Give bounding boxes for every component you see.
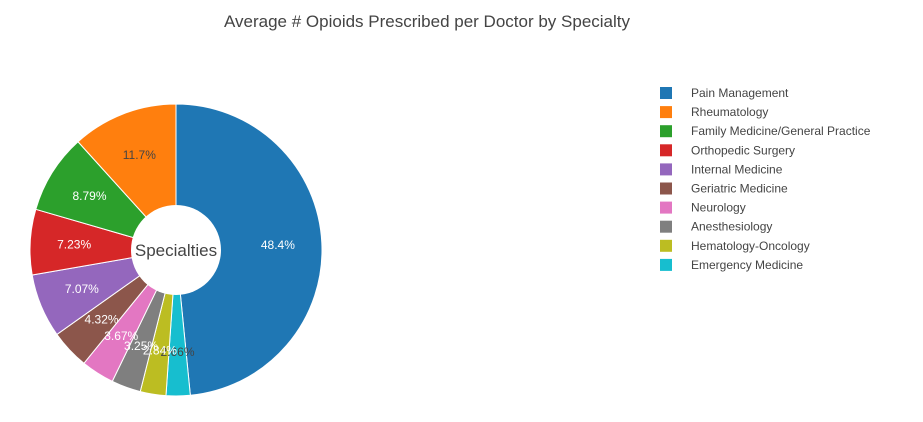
slice-label-emergency-medicine: 2.66% — [160, 345, 194, 359]
slice-labels: 48.4% 2.66%2.84%3.25%3.67% 4.32% 7.07% 7.23%… — [57, 148, 295, 359]
slice-label-orthopedic-surgery: 7.23% — [57, 237, 91, 251]
slice-label-anesthesiology: 3.25% — [124, 339, 158, 353]
legend-item-pain-management[interactable]: Pain Management — [660, 86, 789, 100]
legend-item-family-medicine-general-practice[interactable]: Family Medicine/General Practice — [660, 124, 871, 138]
slice-label-pain-management: 48.4% — [261, 238, 295, 252]
legend-item-emergency-medicine[interactable]: Emergency Medicine — [660, 258, 803, 272]
legend-swatch — [660, 182, 672, 195]
slice-label-hematology-oncology: 2.84% — [143, 344, 177, 358]
slice-label-geriatric-medicine: 4.32% — [85, 313, 119, 327]
chart-title: Average # Opioids Prescribed per Doctor … — [224, 12, 630, 31]
legend-swatch — [660, 144, 672, 157]
legend-item-anesthesiology[interactable]: Anesthesiology — [660, 220, 772, 234]
legend-label: Internal Medicine — [691, 162, 783, 176]
legend-item-geriatric-medicine[interactable]: Geriatric Medicine — [660, 182, 788, 196]
legend-label: Hematology-Oncology — [691, 239, 810, 253]
legend-item-orthopedic-surgery[interactable]: Orthopedic Surgery — [660, 143, 795, 157]
legend-item-hematology-oncology[interactable]: Hematology-Oncology — [660, 239, 810, 253]
legend-label: Pain Management — [691, 86, 789, 100]
slice-label-internal-medicine: 7.07% — [65, 282, 99, 296]
legend-label: Emergency Medicine — [691, 258, 803, 272]
legend-item-neurology[interactable]: Neurology — [660, 201, 746, 215]
legend-swatch — [660, 239, 672, 252]
donut-hole — [131, 205, 221, 295]
legend-item-rheumatology[interactable]: Rheumatology — [660, 105, 768, 119]
legend-swatch — [660, 258, 672, 271]
legend-swatch — [660, 106, 672, 119]
slice-label-rheumatology: 11.7% — [123, 148, 156, 162]
slice-pain-management — [175, 103, 323, 396]
legend: Pain Management Rheumatology Family Medici… — [660, 86, 871, 272]
legend-label: Neurology — [691, 201, 746, 215]
legend-label: Anesthesiology — [691, 220, 772, 234]
legend-label: Geriatric Medicine — [691, 182, 788, 196]
legend-label: Rheumatology — [691, 105, 768, 119]
legend-swatch — [660, 220, 672, 233]
legend-swatch — [660, 87, 672, 99]
legend-swatch — [660, 125, 672, 138]
legend-swatch — [660, 201, 672, 214]
slice-label-family-medicine-general-practice: 8.79% — [72, 189, 106, 203]
legend-swatch — [660, 163, 672, 176]
legend-item-internal-medicine[interactable]: Internal Medicine — [660, 162, 783, 176]
center-label: Specialties — [135, 241, 217, 260]
legend-label: Orthopedic Surgery — [691, 143, 795, 157]
legend-label: Family Medicine/General Practice — [691, 124, 871, 138]
slice-label-neurology: 3.67% — [104, 329, 138, 343]
